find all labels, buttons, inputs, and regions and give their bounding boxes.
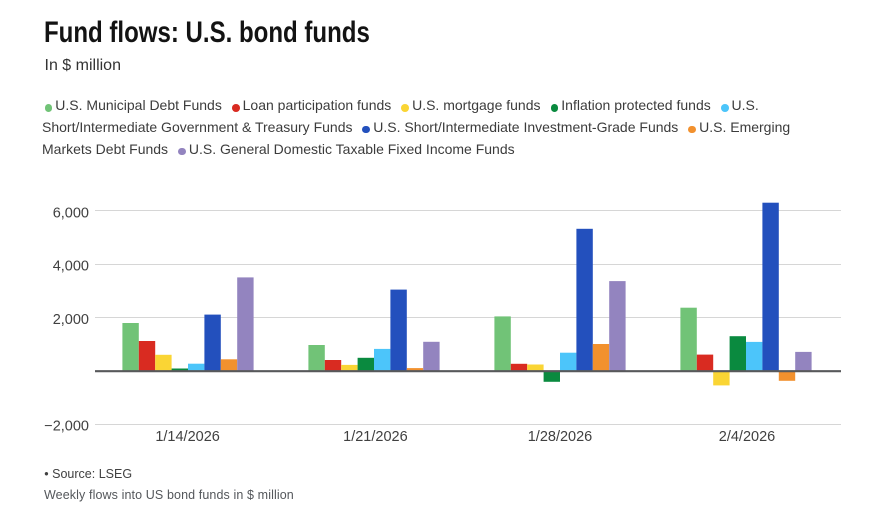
svg-text:4,000: 4,000 <box>53 259 89 275</box>
svg-text:1/21/2026: 1/21/2026 <box>343 429 408 445</box>
svg-text:6,000: 6,000 <box>53 205 89 221</box>
svg-text:−2,000: −2,000 <box>44 419 89 435</box>
svg-text:1/28/2026: 1/28/2026 <box>528 429 593 445</box>
svg-text:2/4/2026: 2/4/2026 <box>719 429 775 445</box>
svg-text:2,000: 2,000 <box>53 312 89 328</box>
svg-text:1/14/2026: 1/14/2026 <box>155 429 220 445</box>
